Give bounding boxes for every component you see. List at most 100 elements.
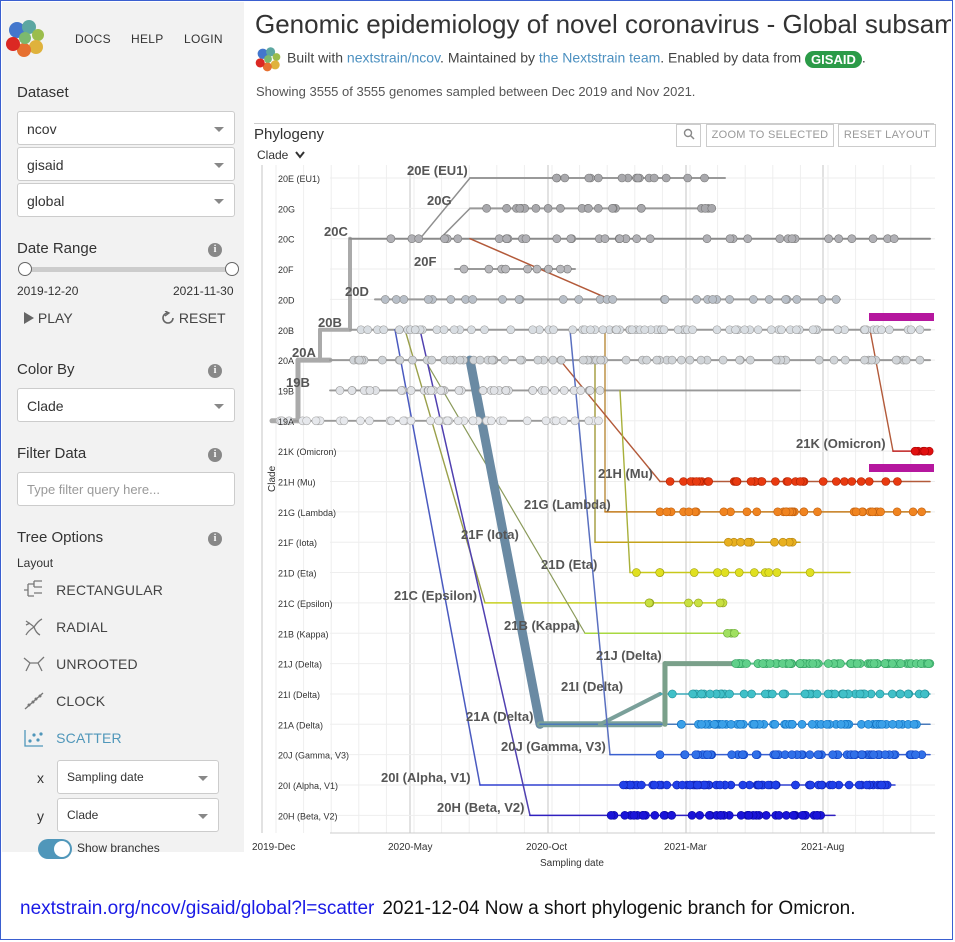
tip-point <box>774 811 784 820</box>
clade-annotation: 20D <box>345 284 369 299</box>
tip-point <box>831 295 841 304</box>
ncov-repo-link[interactable]: nextstrain/ncov <box>346 49 441 66</box>
dataset-select-3[interactable]: global <box>17 183 235 217</box>
tip-point <box>528 386 538 395</box>
dataset-select-2[interactable]: gisaid <box>17 147 235 181</box>
date-start-label: 2019-12-20 <box>17 284 79 298</box>
date-range-start-handle[interactable] <box>18 262 32 276</box>
info-icon[interactable]: i <box>208 448 222 462</box>
tip-point <box>482 204 491 213</box>
layout-unrooted-button[interactable]: UNROOTED <box>22 654 138 676</box>
tip-point <box>636 204 646 213</box>
y-variable-select[interactable]: Clade <box>57 798 219 832</box>
tip-point <box>807 719 817 729</box>
tip-point <box>893 477 902 486</box>
tip-point <box>533 355 543 365</box>
tip-point <box>600 234 610 243</box>
branch-line <box>419 329 531 817</box>
clade-annotation: 20J (Gamma, V3) <box>501 739 606 754</box>
reset-button[interactable]: RESET <box>161 310 226 326</box>
tip-point <box>440 234 449 243</box>
tip-point <box>397 386 406 395</box>
tip-point <box>856 477 866 486</box>
tip-point <box>502 204 511 213</box>
login-link[interactable]: LOGIN <box>184 32 223 46</box>
tip-point <box>570 416 580 426</box>
clade-annotation: 20F <box>414 254 436 269</box>
tip-point <box>695 811 705 820</box>
x-variable-select[interactable]: Sampling date <box>57 760 219 794</box>
date-range-slider[interactable] <box>24 267 232 272</box>
date-range-end-handle[interactable] <box>225 262 239 276</box>
tip-point <box>629 811 639 820</box>
chevron-down-icon <box>214 404 224 409</box>
gisaid-logo[interactable]: GISAID <box>805 50 862 68</box>
dataset-select-1-value: ncov <box>27 121 57 137</box>
tip-point <box>860 355 869 365</box>
tip-point <box>683 173 693 183</box>
tip-point <box>847 477 857 486</box>
tip-point <box>540 386 550 395</box>
nextstrain-mini-logo <box>255 47 281 72</box>
tip-point <box>869 659 879 668</box>
clade-annotation: 20B <box>318 315 342 330</box>
tip-point <box>677 355 686 365</box>
tip-point <box>800 689 810 699</box>
tip-point <box>887 689 897 699</box>
branch-line <box>394 329 481 786</box>
tip-point <box>667 689 677 699</box>
tip-point <box>544 264 553 274</box>
tip-point <box>732 477 742 486</box>
tip-point <box>673 325 683 335</box>
tip-point <box>446 355 455 365</box>
clade-annotation: 21F (Iota) <box>461 527 519 542</box>
tip-point <box>423 295 433 304</box>
tip-point <box>586 325 595 335</box>
tip-point <box>862 780 872 790</box>
filter-input[interactable]: Type filter query here... <box>17 472 235 506</box>
tip-point <box>770 719 780 729</box>
layout-scatter-label: SCATTER <box>56 730 122 746</box>
docs-link[interactable]: DOCS <box>75 32 111 46</box>
chevron-down-icon <box>294 151 305 159</box>
footer-url[interactable]: nextstrain.org/ncov/gisaid/global?l=scat… <box>20 898 375 919</box>
color-by-value: Clade <box>27 398 64 414</box>
show-branches-toggle[interactable] <box>38 839 72 859</box>
tip-point <box>621 355 631 365</box>
help-link[interactable]: HELP <box>131 32 164 46</box>
zoom-search-button[interactable] <box>676 124 701 147</box>
tip-point <box>727 750 737 759</box>
tip-point <box>459 264 469 274</box>
tip-point <box>693 780 702 790</box>
play-button[interactable]: PLAY <box>24 310 73 326</box>
layout-rectangular-button[interactable]: RECTANGULAR <box>22 580 163 602</box>
tip-point <box>692 477 701 486</box>
tip-point <box>725 295 734 304</box>
tip-point <box>777 325 786 335</box>
tip-point <box>365 386 375 395</box>
tip-point <box>662 507 672 517</box>
tip-point <box>797 719 807 729</box>
info-icon[interactable]: i <box>208 243 222 257</box>
dataset-select-1[interactable]: ncov <box>17 111 235 145</box>
color-by-select[interactable]: Clade <box>17 388 235 422</box>
radial-tree-icon <box>25 618 43 636</box>
zoom-to-selected-button[interactable]: ZOOM TO SELECTED <box>706 124 834 147</box>
nextstrain-logo[interactable] <box>5 18 45 58</box>
layout-scatter-button[interactable]: SCATTER <box>22 728 122 750</box>
team-link[interactable]: the Nextstrain team <box>538 49 661 66</box>
tip-point <box>813 750 823 759</box>
tip-point <box>736 719 745 729</box>
tip-point <box>608 204 617 213</box>
layout-radial-button[interactable]: RADIAL <box>22 617 108 639</box>
tip-point <box>434 416 443 426</box>
tip-point <box>515 204 525 213</box>
enabled-by-text: . Enabled by data from <box>660 49 802 66</box>
info-icon[interactable]: i <box>208 532 222 546</box>
clade-selector[interactable]: Clade <box>257 148 305 162</box>
layout-clock-button[interactable]: CLOCK <box>22 691 105 713</box>
tip-point <box>619 780 628 790</box>
reset-layout-button[interactable]: RESET LAYOUT <box>838 124 936 147</box>
info-icon[interactable]: i <box>208 364 222 378</box>
